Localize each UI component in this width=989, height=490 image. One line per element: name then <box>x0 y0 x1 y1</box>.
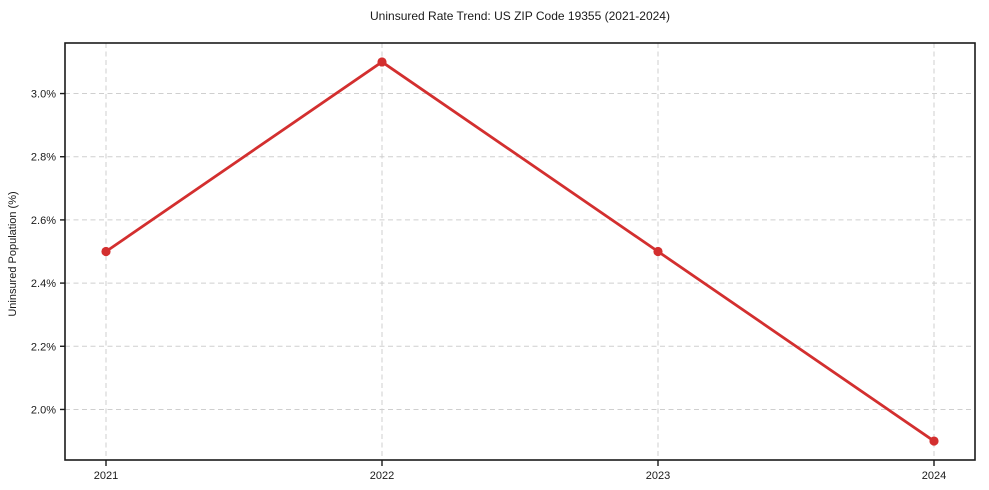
data-point-marker <box>653 246 663 257</box>
y-tick-label: 2.2% <box>31 341 56 353</box>
y-tick-label: 2.0% <box>31 404 56 416</box>
x-tick-label: 2021 <box>94 470 118 482</box>
y-tick-label: 3.0% <box>31 89 56 101</box>
data-point-marker <box>377 57 387 67</box>
trend-line <box>104 60 936 443</box>
data-point-marker <box>929 436 939 446</box>
y-tick-label: 2.8% <box>31 152 56 164</box>
x-tick-label: 2023 <box>646 470 670 482</box>
y-tick-label: 2.6% <box>31 215 56 227</box>
chart-title: Uninsured Rate Trend: US ZIP Code 19355 … <box>370 9 670 23</box>
plot-frame <box>64 42 976 461</box>
x-tick-label: 2022 <box>370 470 394 482</box>
y-tick-label: 2.4% <box>31 278 56 290</box>
x-tick-label: 2024 <box>922 470 946 482</box>
data-point-marker <box>101 246 111 257</box>
